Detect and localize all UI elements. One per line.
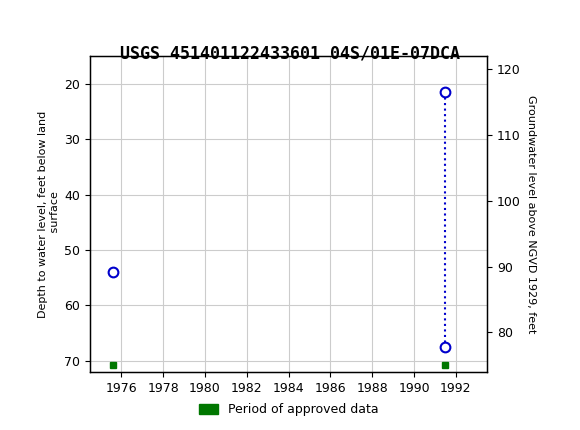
Legend: Period of approved data: Period of approved data	[194, 398, 383, 421]
Text: USGS 451401122433601 04S/01E-07DCA: USGS 451401122433601 04S/01E-07DCA	[120, 45, 460, 63]
Text: ≡USGS: ≡USGS	[9, 14, 79, 31]
Y-axis label: Groundwater level above NGVD 1929, feet: Groundwater level above NGVD 1929, feet	[527, 95, 536, 333]
Y-axis label: Depth to water level, feet below land
 surface: Depth to water level, feet below land su…	[38, 111, 60, 317]
